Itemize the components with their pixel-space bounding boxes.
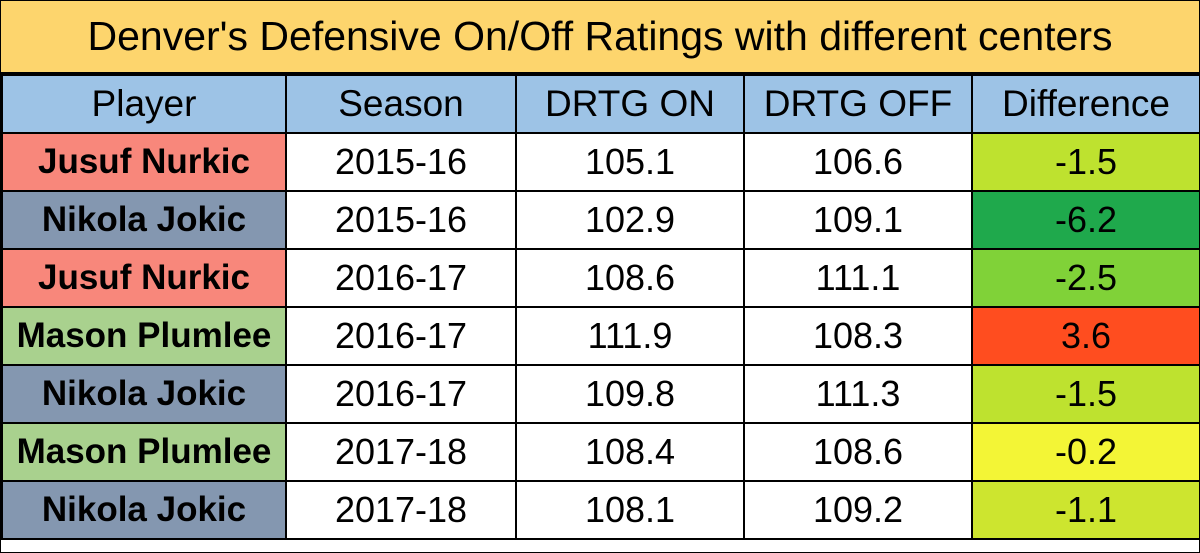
- header-row: Player Season DRTG ON DRTG OFF Differenc…: [1, 74, 1200, 134]
- table-row: Jusuf Nurkic 2015-16 105.1 106.6 -1.5: [1, 132, 1200, 192]
- difference-cell: -1.5: [971, 132, 1200, 192]
- table-row: Mason Plumlee 2017-18 108.4 108.6 -0.2: [1, 422, 1200, 482]
- table-row: Nikola Jokic 2015-16 102.9 109.1 -6.2: [1, 190, 1200, 250]
- drtg-on-cell: 108.6: [515, 248, 745, 308]
- ratings-table: Player Season DRTG ON DRTG OFF Differenc…: [1, 74, 1200, 540]
- drtg-on-cell: 111.9: [515, 306, 745, 366]
- season-cell: 2016-17: [285, 248, 517, 308]
- player-cell: Jusuf Nurkic: [1, 132, 287, 192]
- drtg-off-cell: 111.3: [743, 364, 973, 424]
- difference-cell: -1.5: [971, 364, 1200, 424]
- player-cell: Nikola Jokic: [1, 190, 287, 250]
- chart-title: Denver's Defensive On/Off Ratings with d…: [1, 1, 1199, 74]
- difference-cell: -2.5: [971, 248, 1200, 308]
- player-cell: Mason Plumlee: [1, 306, 287, 366]
- season-cell: 2016-17: [285, 364, 517, 424]
- player-cell: Nikola Jokic: [1, 364, 287, 424]
- table-row: Jusuf Nurkic 2016-17 108.6 111.1 -2.5: [1, 248, 1200, 308]
- drtg-off-cell: 108.3: [743, 306, 973, 366]
- header-season: Season: [285, 74, 517, 134]
- player-cell: Mason Plumlee: [1, 422, 287, 482]
- drtg-off-cell: 106.6: [743, 132, 973, 192]
- header-difference: Difference: [971, 74, 1200, 134]
- table-row: Nikola Jokic 2016-17 109.8 111.3 -1.5: [1, 364, 1200, 424]
- table-row: Mason Plumlee 2016-17 111.9 108.3 3.6: [1, 306, 1200, 366]
- season-cell: 2016-17: [285, 306, 517, 366]
- drtg-on-cell: 105.1: [515, 132, 745, 192]
- header-drtg-off: DRTG OFF: [743, 74, 973, 134]
- season-cell: 2017-18: [285, 480, 517, 540]
- drtg-on-cell: 109.8: [515, 364, 745, 424]
- drtg-off-cell: 111.1: [743, 248, 973, 308]
- player-cell: Jusuf Nurkic: [1, 248, 287, 308]
- drtg-off-cell: 108.6: [743, 422, 973, 482]
- difference-cell: -1.1: [971, 480, 1200, 540]
- season-cell: 2017-18: [285, 422, 517, 482]
- difference-cell: -0.2: [971, 422, 1200, 482]
- difference-cell: 3.6: [971, 306, 1200, 366]
- drtg-on-cell: 108.1: [515, 480, 745, 540]
- season-cell: 2015-16: [285, 132, 517, 192]
- difference-cell: -6.2: [971, 190, 1200, 250]
- player-cell: Nikola Jokic: [1, 480, 287, 540]
- table-body: Jusuf Nurkic 2015-16 105.1 106.6 -1.5 Nikola …: [1, 132, 1200, 540]
- drtg-off-cell: 109.1: [743, 190, 973, 250]
- season-cell: 2015-16: [285, 190, 517, 250]
- header-player: Player: [1, 74, 287, 134]
- table-row: Nikola Jokic 2017-18 108.1 109.2 -1.1: [1, 480, 1200, 540]
- header-drtg-on: DRTG ON: [515, 74, 745, 134]
- drtg-on-cell: 102.9: [515, 190, 745, 250]
- drtg-on-cell: 108.4: [515, 422, 745, 482]
- drtg-off-cell: 109.2: [743, 480, 973, 540]
